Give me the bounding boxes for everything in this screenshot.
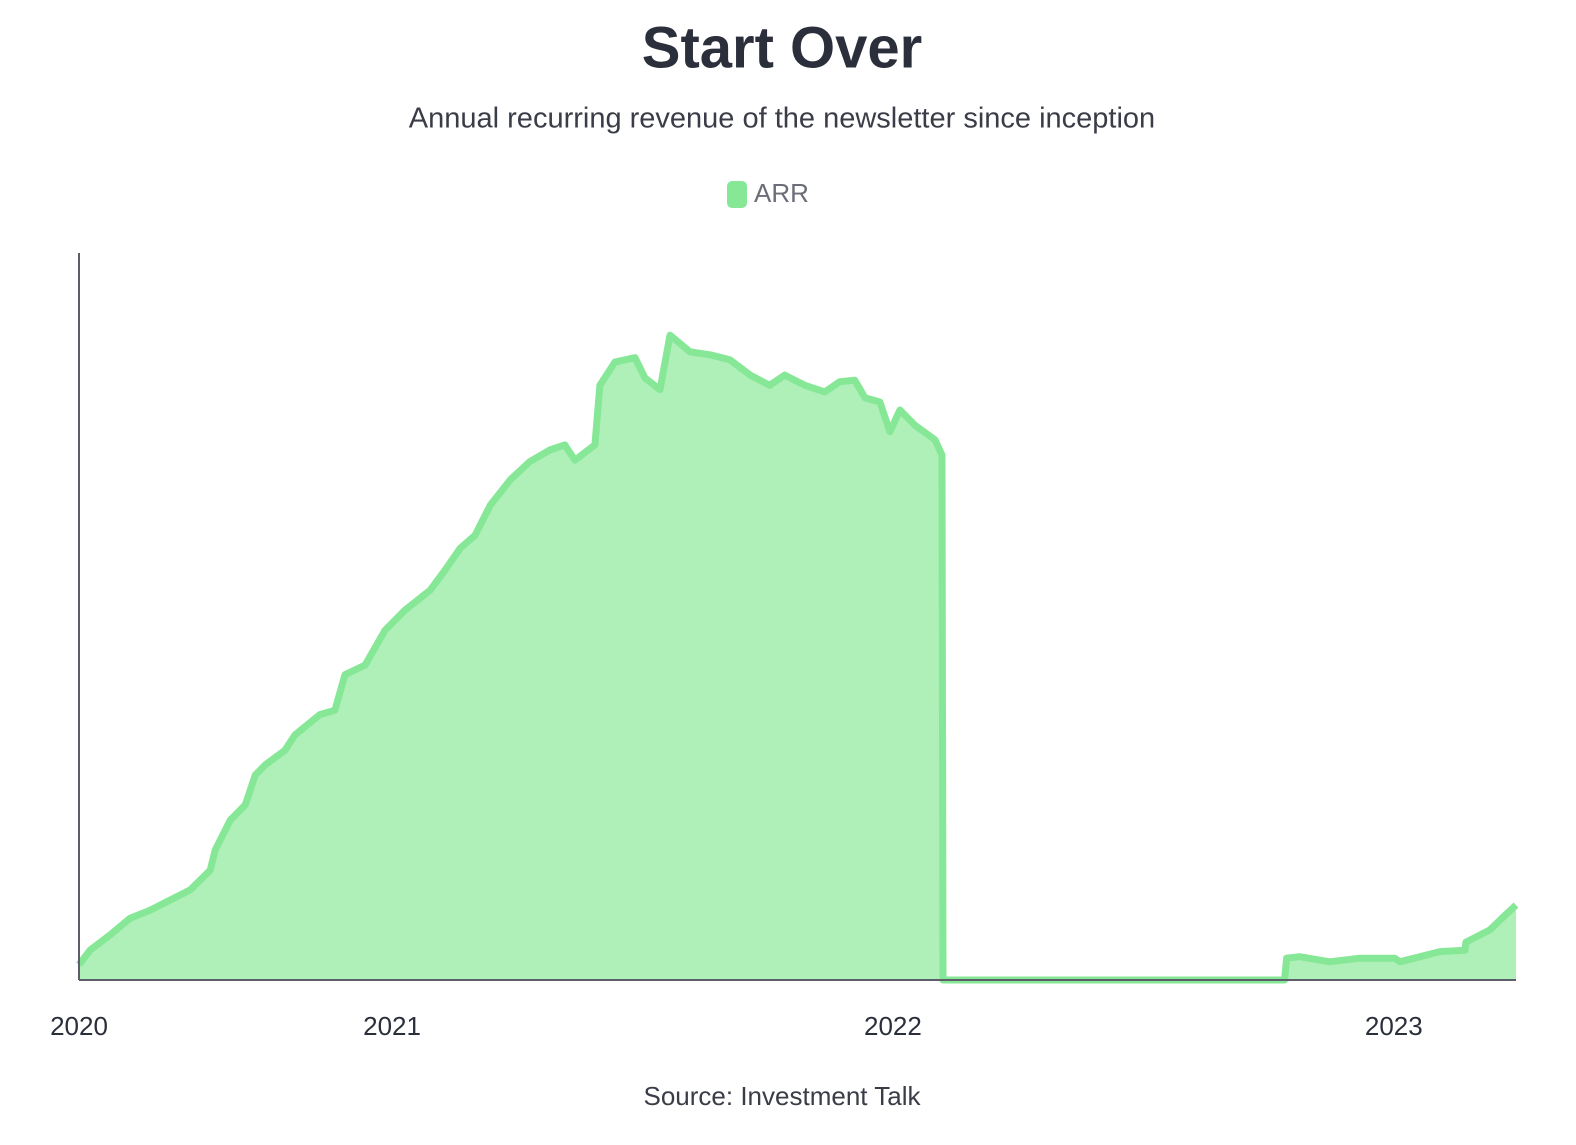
- x-tick-label: 2022: [864, 1011, 922, 1041]
- chart-subtitle: Annual recurring revenue of the newslett…: [409, 103, 1155, 135]
- x-tick-label: 2023: [1365, 1011, 1423, 1041]
- x-tick-label: 2021: [363, 1011, 421, 1041]
- legend-label: ARR: [754, 178, 809, 208]
- x-tick-label: 2020: [50, 1011, 108, 1041]
- source: Source: Investment Talk: [644, 1081, 922, 1111]
- area-fill: [79, 335, 1516, 980]
- chart-title: Start Over: [642, 15, 922, 80]
- legend-swatch: [727, 181, 747, 208]
- area-line: [76, 331, 1519, 984]
